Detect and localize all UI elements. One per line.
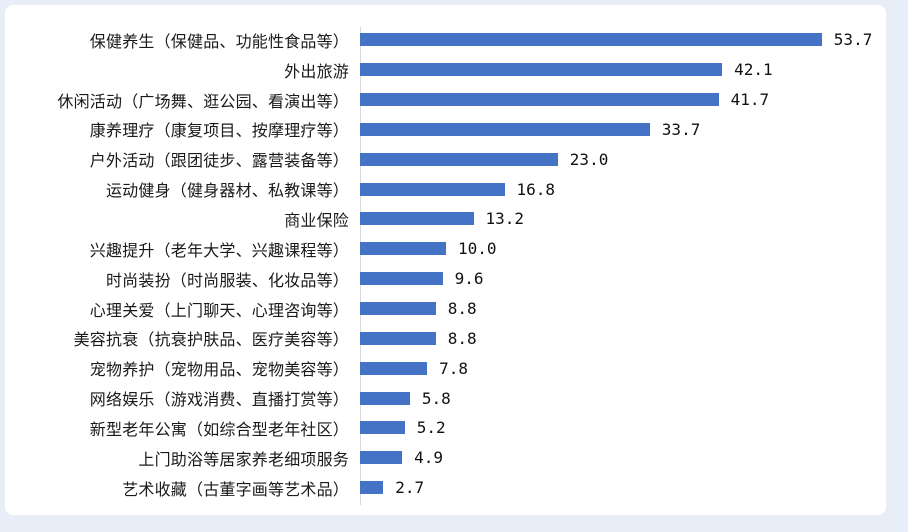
y-axis-line [360,27,361,505]
bar [360,391,410,405]
category-label: 新型老年公寓（如综合型老年社区） [89,421,349,439]
category-label: 康养理疗（康复项目、按摩理疗等） [89,123,349,141]
value-label: 23.0 [569,149,609,169]
bar [360,331,436,345]
bar [360,63,723,77]
category-label: 艺术收藏（古董字画等艺术品） [122,481,349,499]
bar-row: 休闲活动（广场舞、逛公园、看演出等） 41.7 [5,85,886,115]
value-label: 16.8 [516,179,556,199]
bar [360,152,558,166]
value-label: 7.8 [439,358,468,378]
category-label: 保健养生（保健品、功能性食品等） [89,33,349,51]
bar-row: 新型老年公寓（如综合型老年社区） 5.2 [5,413,886,443]
bar [360,481,384,495]
category-label: 心理关爱（上门聊天、心理咨询等） [89,302,349,320]
bar [360,302,436,316]
category-label: 上门助浴等居家养老细项服务 [138,451,349,469]
bar [360,451,403,465]
value-label: 33.7 [661,119,701,139]
value-label: 5.2 [416,418,446,438]
bar [360,122,650,136]
bar-row: 运动健身（健身器材、私教课等） 16.8 [5,174,886,204]
value-label: 4.9 [414,448,443,468]
category-label: 网络娱乐（游戏消费、直播打赏等） [89,392,349,410]
category-label: 兴趣提升（老年大学、兴趣课程等） [89,242,349,260]
bar [360,421,405,435]
value-label: 9.6 [454,269,484,289]
value-label: 2.7 [395,478,425,498]
chart-card: 保健养生（保健品、功能性食品等） 53.7 外出旅游 42.1 休闲活动（广场舞… [5,5,886,515]
category-label: 宠物养护（宠物用品、宠物美容等） [89,362,349,380]
bar-row: 户外活动（跟团徒步、露营装备等） 23.0 [5,144,886,174]
value-label: 8.8 [447,299,477,319]
category-label: 时尚装扮（时尚服装、化妆品等） [105,272,349,290]
category-label: 外出旅游 [284,63,349,81]
value-label: 10.0 [458,239,497,259]
category-label: 休闲活动（广场舞、逛公园、看演出等） [57,93,349,111]
value-label: 42.1 [734,60,773,80]
bar-row: 保健养生（保健品、功能性食品等） 53.7 [5,25,886,55]
bar-row: 宠物养护（宠物用品、宠物美容等） 7.8 [5,353,886,383]
bar-row: 商业保险 13.2 [5,204,886,234]
bar-row: 外出旅游 42.1 [5,55,886,85]
value-label: 8.8 [447,328,477,348]
value-label: 41.7 [730,90,770,110]
bar [360,93,719,107]
bar-row: 心理关爱（上门聊天、心理咨询等） 8.8 [5,294,886,324]
bar [360,272,443,286]
bar-row: 上门助浴等居家养老细项服务 4.9 [5,443,886,473]
bar [360,33,822,47]
category-label: 商业保险 [284,212,349,230]
bar-row: 兴趣提升（老年大学、兴趣课程等） 10.0 [5,234,886,264]
bar [360,212,474,226]
bar-row: 时尚装扮（时尚服装、化妆品等） 9.6 [5,264,886,294]
bar [360,182,505,196]
bar-row: 艺术收藏（古董字画等艺术品） 2.7 [5,473,886,503]
bar [360,361,428,375]
bar-row: 网络娱乐（游戏消费、直播打赏等） 5.8 [5,383,886,413]
chart-rows: 保健养生（保健品、功能性食品等） 53.7 外出旅游 42.1 休闲活动（广场舞… [5,25,886,503]
value-label: 5.8 [421,388,451,408]
category-label: 运动健身（健身器材、私教课等） [105,183,349,201]
bar-chart: 保健养生（保健品、功能性食品等） 53.7 外出旅游 42.1 休闲活动（广场舞… [5,25,886,505]
bar-row: 康养理疗（康复项目、按摩理疗等） 33.7 [5,115,886,145]
bar-row: 美容抗衰（抗衰护肤品、医疗美容等） 8.8 [5,323,886,353]
category-label: 美容抗衰（抗衰护肤品、医疗美容等） [73,332,349,350]
value-label: 13.2 [485,209,525,229]
value-label: 53.7 [833,30,873,50]
category-label: 户外活动（跟团徒步、露营装备等） [89,153,349,171]
bar [360,242,446,256]
